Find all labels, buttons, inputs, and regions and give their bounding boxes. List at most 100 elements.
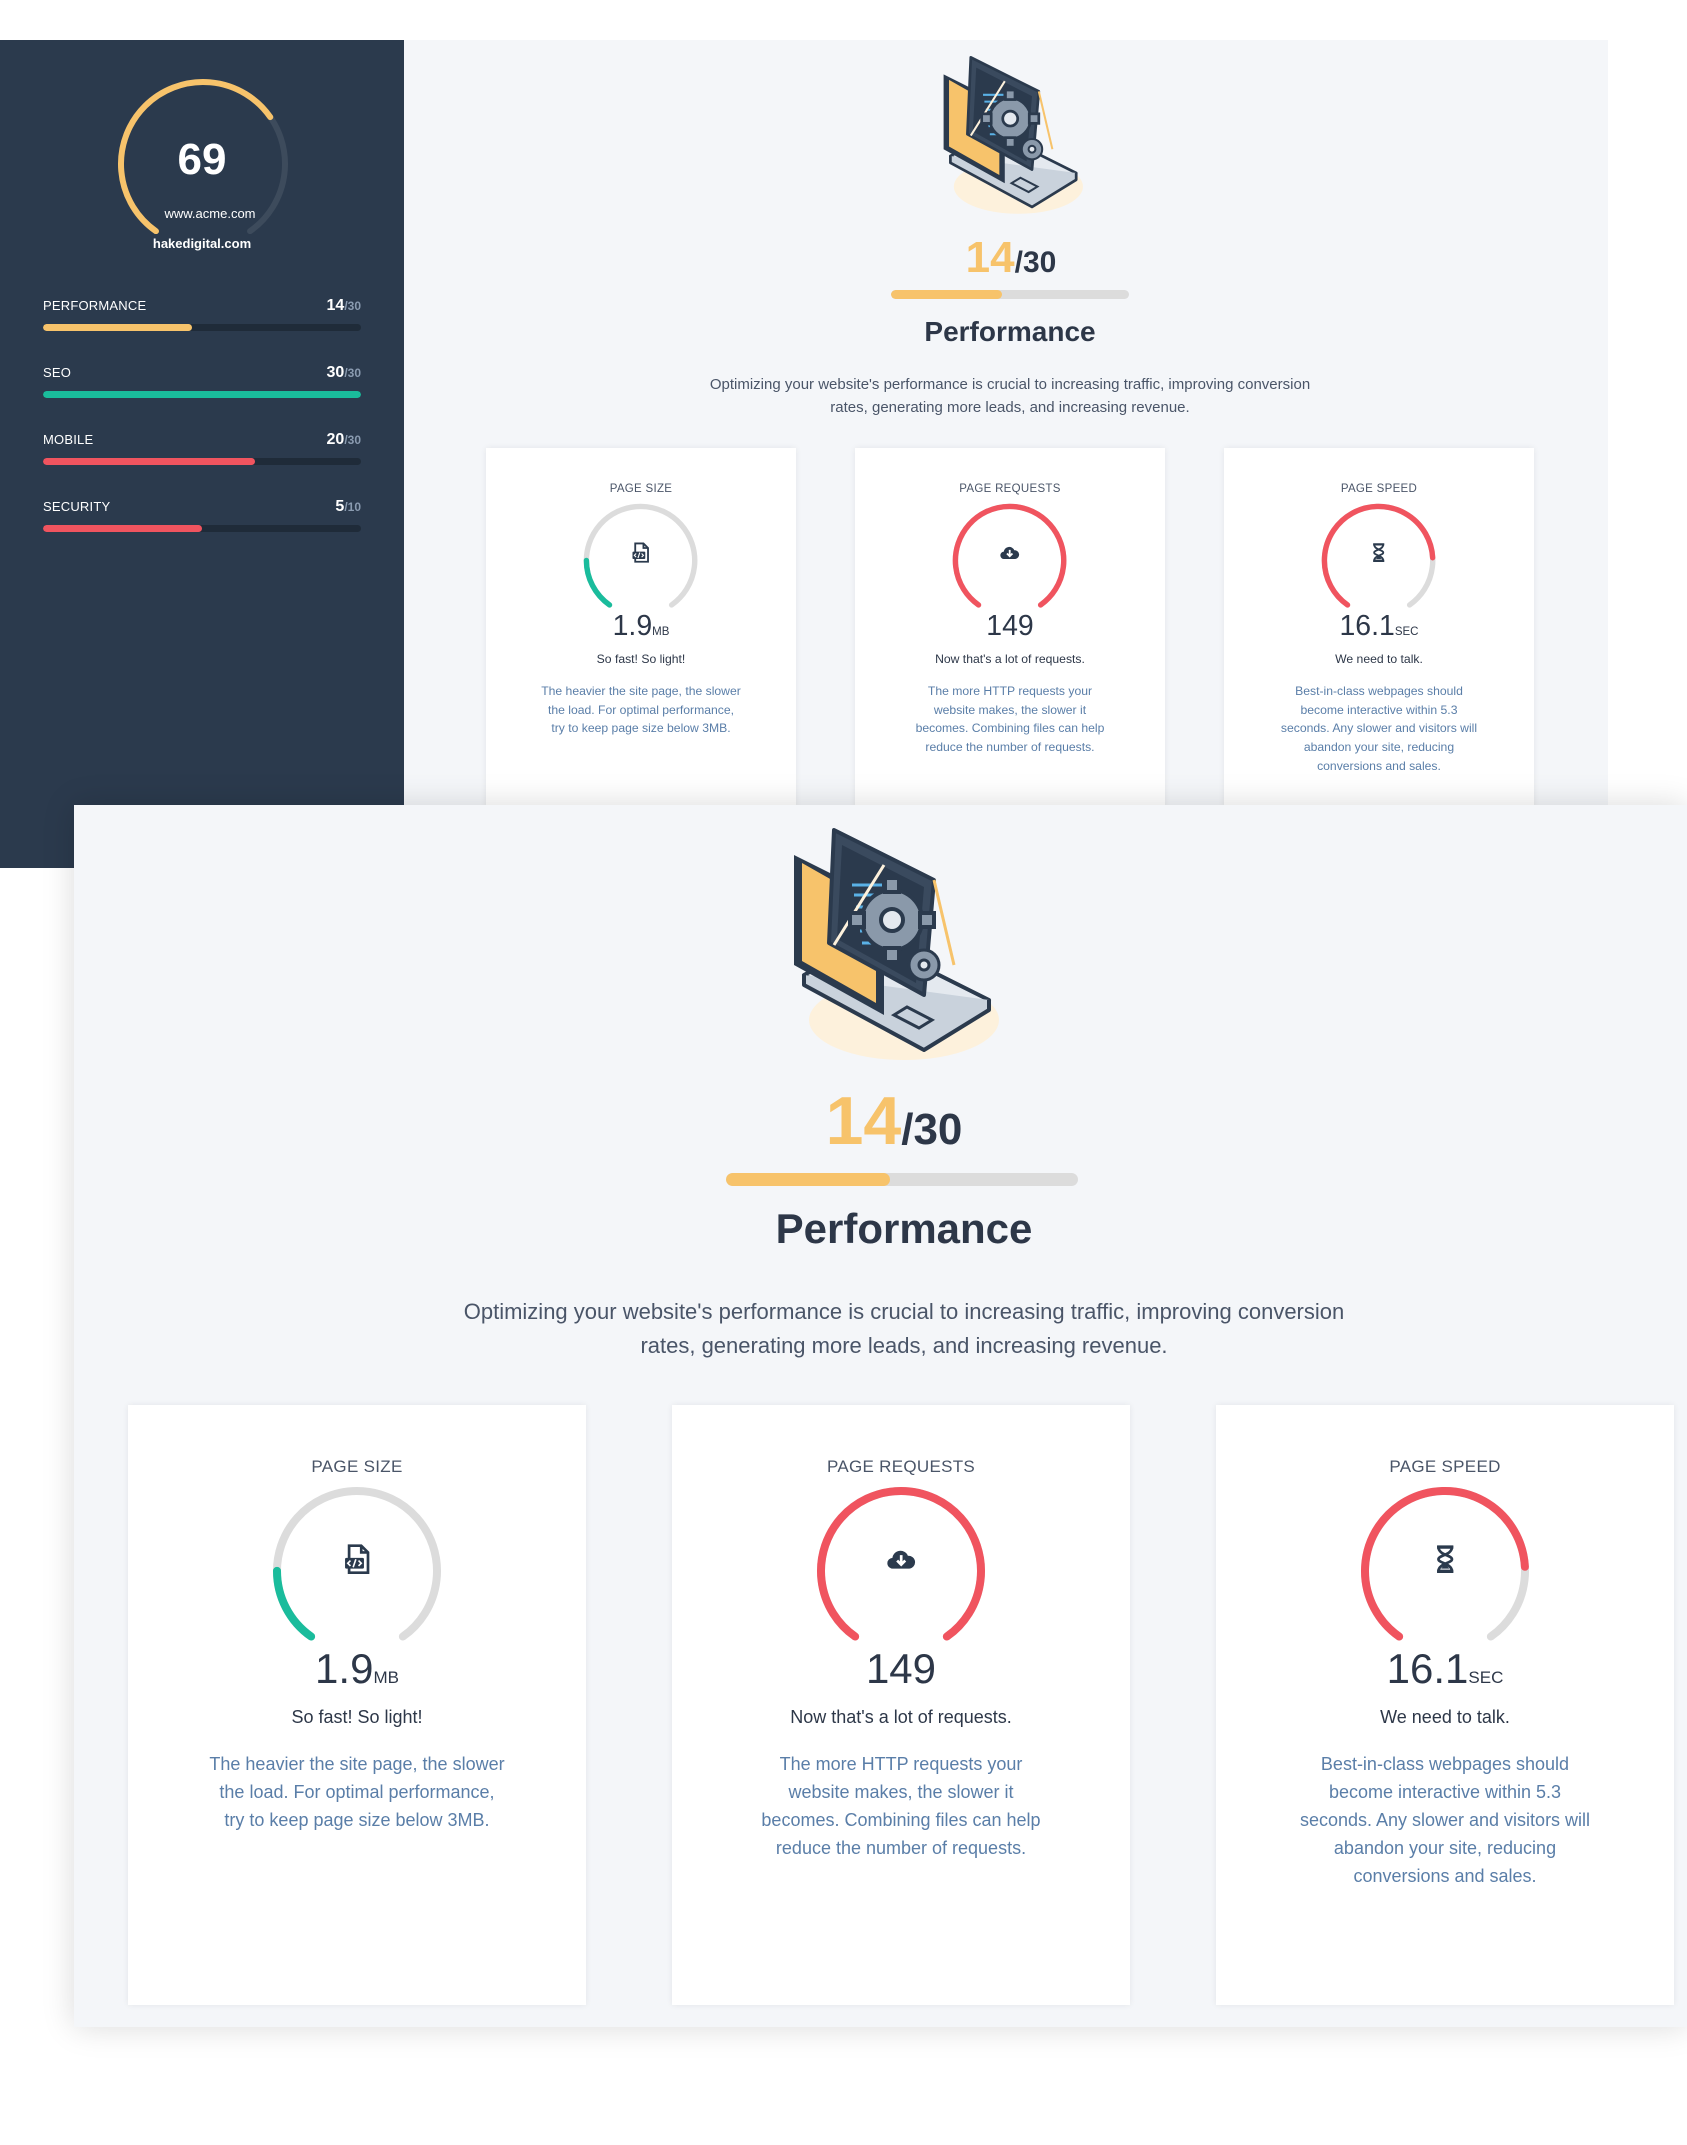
gauge-fill bbox=[1322, 503, 1436, 608]
page-speed-card: PAGE SPEED 16.1SEC We need to talk. Best… bbox=[1224, 448, 1534, 868]
card-verdict: Now that's a lot of requests. bbox=[790, 1707, 1012, 1727]
category-progress-track bbox=[43, 324, 361, 331]
page-size-card: PAGE SIZE 1.9MB So fast! So light! The h… bbox=[128, 1405, 586, 2005]
card-description-line: become interactive within 5.3 bbox=[1328, 1782, 1562, 1802]
page-size-card: PAGE SIZE 1.9MB So fast! So light! The h… bbox=[486, 448, 796, 868]
card-verdict: So fast! So light! bbox=[291, 1707, 423, 1727]
overall-score: 69 bbox=[177, 135, 227, 184]
card-value: 149 bbox=[865, 1645, 937, 1692]
card-description-line: reduce the number of requests. bbox=[775, 1838, 1027, 1858]
hourglass-icon bbox=[1373, 543, 1385, 562]
card-description-line: The heavier the site page, the slower bbox=[541, 683, 741, 698]
card-description-line: becomes. Combining files can help bbox=[915, 721, 1105, 736]
category-score: 14/30 bbox=[326, 297, 361, 314]
card-description-line: The more HTTP requests your bbox=[927, 683, 1093, 698]
sidebar-category-mobile[interactable]: MOBILE 20/30 bbox=[43, 431, 361, 468]
card-description-line: becomes. Combining files can help bbox=[761, 1810, 1041, 1830]
card-description-line: Best-in-class webpages should bbox=[1320, 1754, 1570, 1774]
card-description-line: The more HTTP requests your bbox=[779, 1754, 1023, 1774]
sidebar-category-seo[interactable]: SEO 30/30 bbox=[43, 364, 361, 401]
card-description: The heavier the site page, the slower the… bbox=[513, 682, 769, 739]
gauge-fill bbox=[953, 503, 1067, 608]
website-url: www.acme.com bbox=[164, 206, 256, 221]
card-verdict: So fast! So light! bbox=[596, 652, 686, 667]
company-domain: hakedigital.com bbox=[152, 236, 252, 251]
card-description-line: website makes, the slower it bbox=[788, 1782, 1014, 1802]
gauge-fill bbox=[272, 1566, 316, 1641]
card-gauge bbox=[953, 503, 1067, 608]
card-description-line: Best-in-class webpages should bbox=[1295, 683, 1463, 698]
card-description-line: the load. For optimal performance, bbox=[219, 1782, 495, 1802]
card-verdict: We need to talk. bbox=[1380, 1707, 1510, 1727]
category-score: 30/30 bbox=[326, 364, 361, 381]
category-label: MOBILE bbox=[43, 432, 94, 447]
performance-score: 14/30 bbox=[825, 1083, 963, 1159]
card-description-line: seconds. Any slower and visitors will bbox=[1299, 1810, 1591, 1830]
card-verdict: Now that's a lot of requests. bbox=[935, 652, 1085, 667]
card-value: 149 bbox=[986, 610, 1034, 643]
card-description: The more HTTP requests your website makes… bbox=[712, 1750, 1090, 1862]
card-description: Best-in-class webpages should become inte… bbox=[1256, 1750, 1634, 1890]
code-file-icon bbox=[632, 542, 650, 563]
card-gauge bbox=[1361, 1487, 1529, 1641]
gauge-fill bbox=[817, 1487, 985, 1641]
card-title: PAGE SIZE bbox=[609, 483, 673, 496]
card-gauge bbox=[584, 503, 698, 608]
category-progress-fill bbox=[43, 391, 361, 398]
category-score: 5/10 bbox=[335, 498, 361, 515]
laptop-gear-illustration bbox=[774, 825, 1014, 1090]
card-description-line: reduce the number of requests. bbox=[925, 740, 1095, 755]
card-title: PAGE SPEED bbox=[1340, 483, 1418, 496]
card-value: 1.9MB bbox=[315, 1645, 399, 1692]
card-value: 1.9MB bbox=[612, 610, 670, 643]
category-label: SEO bbox=[43, 365, 72, 380]
overall-score-gauge bbox=[118, 79, 288, 234]
laptop-gear-illustration-svg bbox=[794, 828, 999, 1060]
category-progress-fill bbox=[43, 324, 192, 331]
card-description-line: try to keep page size below 3MB. bbox=[224, 1810, 490, 1830]
card-title: PAGE SPEED bbox=[1389, 1457, 1501, 1476]
cloud-download-icon bbox=[887, 1550, 916, 1569]
back-screenshot: 69 www.acme.com hakedigital.com PERFORMA… bbox=[0, 40, 1608, 868]
page-speed-card: PAGE SPEED 16.1SEC We need to talk. Best… bbox=[1216, 1405, 1674, 2005]
card-description-line: conversions and sales. bbox=[1317, 759, 1441, 774]
card-verdict: We need to talk. bbox=[1335, 652, 1423, 667]
card-description-line: seconds. Any slower and visitors will bbox=[1280, 721, 1478, 736]
card-description: The more HTTP requests your website makes… bbox=[882, 682, 1138, 758]
category-score: 20/30 bbox=[326, 431, 361, 448]
card-value: 16.1SEC bbox=[1386, 1645, 1504, 1692]
sidebar-category-security[interactable]: SECURITY 5/10 bbox=[43, 498, 361, 535]
card-description-line: abandon your site, reducing bbox=[1333, 1838, 1557, 1858]
card-description: The heavier the site page, the slower the… bbox=[168, 1750, 546, 1834]
card-description-line: the load. For optimal performance, bbox=[547, 702, 735, 717]
laptop-gear-illustration-svg bbox=[943, 56, 1083, 214]
card-gauge bbox=[817, 1487, 985, 1641]
gauge-fill bbox=[584, 557, 613, 608]
card-description-line: website makes, the slower it bbox=[933, 702, 1087, 717]
category-label: SECURITY bbox=[43, 499, 111, 514]
front-screenshot: 14/30 Performance Optimizing your websit… bbox=[74, 805, 1687, 2027]
card-gauge bbox=[272, 1487, 441, 1641]
category-progress-track bbox=[43, 525, 361, 532]
code-file-icon bbox=[345, 1544, 370, 1575]
page-requests-card: PAGE REQUESTS 149 Now that's a lot of re… bbox=[855, 448, 1165, 868]
category-label: PERFORMANCE bbox=[43, 298, 147, 313]
performance-score: 14/30 bbox=[965, 233, 1057, 282]
card-title: PAGE REQUESTS bbox=[826, 1457, 976, 1476]
cloud-download-icon bbox=[1000, 546, 1020, 559]
card-title: PAGE REQUESTS bbox=[959, 483, 1061, 496]
card-description-line: become interactive within 5.3 bbox=[1300, 702, 1458, 717]
category-progress-fill bbox=[43, 525, 202, 532]
performance-progress-track bbox=[891, 290, 1129, 299]
sidebar-category-performance[interactable]: PERFORMANCE 14/30 bbox=[43, 297, 361, 334]
card-description-line: conversions and sales. bbox=[1353, 1866, 1537, 1886]
performance-progress-track bbox=[726, 1173, 1078, 1186]
card-gauge bbox=[1322, 503, 1436, 608]
section-title: Performance bbox=[775, 1205, 1033, 1252]
card-value: 16.1SEC bbox=[1339, 610, 1419, 643]
category-progress-track bbox=[43, 391, 361, 398]
page-requests-card: PAGE REQUESTS 149 Now that's a lot of re… bbox=[672, 1405, 1130, 2005]
section-description: Optimizing your website's performance is… bbox=[709, 376, 1311, 416]
section-title: Performance bbox=[924, 316, 1096, 347]
laptop-gear-illustration bbox=[930, 54, 1090, 229]
